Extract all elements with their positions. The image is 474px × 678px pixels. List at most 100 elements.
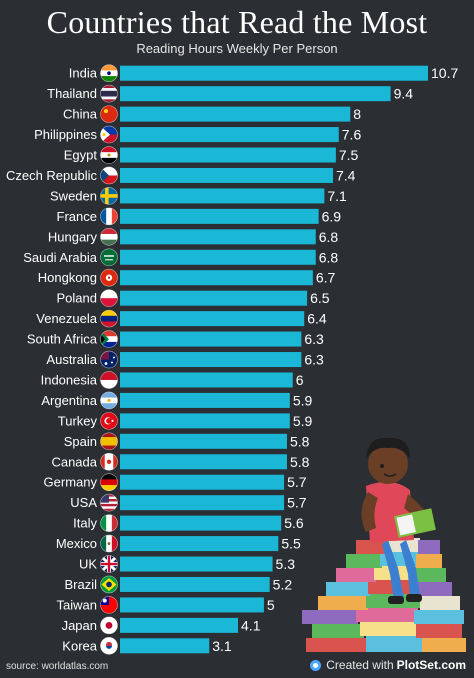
category-label: Germany [44, 475, 98, 490]
category-label: Spain [64, 434, 97, 449]
bar [120, 270, 313, 286]
value-label: 6.5 [310, 290, 330, 306]
bar-row: UK 5.3 [79, 555, 295, 573]
bar [120, 372, 293, 388]
category-label: Sweden [50, 188, 97, 203]
bar [120, 127, 339, 143]
chart-title: Countries that Read the Most [46, 4, 428, 40]
bar-row: China 8 [63, 105, 361, 123]
category-label: Taiwan [57, 597, 97, 612]
category-label: Czech Republic [6, 168, 98, 183]
flag-egypt-icon [100, 146, 118, 164]
bar-row: Czech Republic 7.4 [6, 166, 356, 185]
credit-prefix: Created with [326, 658, 394, 672]
value-label: 5.8 [290, 454, 310, 470]
value-label: 7.6 [342, 127, 362, 143]
value-label: 5.9 [293, 413, 313, 429]
bar [120, 352, 302, 368]
reading-child-illustration [302, 437, 466, 652]
bar [120, 249, 316, 265]
value-label: 6.4 [307, 311, 327, 327]
flag-india-icon [100, 64, 118, 83]
plotset-logo-icon [310, 659, 322, 671]
category-label: India [69, 66, 98, 81]
bar [120, 536, 279, 552]
flag-hongkong-icon [100, 268, 118, 287]
category-label: Egypt [64, 148, 98, 163]
flag-indonesia-icon [100, 371, 118, 389]
flag-japan-icon [100, 616, 118, 635]
bar-row: France 6.9 [57, 207, 341, 226]
bar [120, 576, 270, 592]
bar-chart: India 10.7 Thailand 9.4 China 8 Philippines 7.6… [6, 64, 458, 655]
bar [120, 392, 290, 408]
value-label: 6.3 [304, 352, 324, 368]
bar [120, 556, 273, 572]
bar-row: Saudi Arabia 6.8 [23, 248, 338, 267]
flag-venezuela-icon [100, 309, 118, 328]
flag-uk-icon [100, 555, 118, 573]
flag-poland-icon [100, 289, 118, 307]
category-label: Brazil [64, 577, 97, 592]
bar-row: Indonesia 6 [41, 371, 304, 389]
bar-row: Sweden 7.1 [50, 187, 347, 205]
category-label: China [63, 107, 98, 122]
category-label: South Africa [27, 332, 98, 347]
flag-hungary-icon [100, 228, 118, 246]
value-label: 5.8 [290, 433, 310, 449]
category-label: Poland [57, 291, 97, 306]
category-label: Venezuela [36, 311, 97, 326]
bar [120, 617, 239, 633]
bar-row: Italy 5.6 [73, 514, 304, 532]
category-label: Australia [46, 352, 97, 367]
bar [120, 638, 210, 654]
flag-spain-icon [100, 432, 118, 451]
value-label: 6 [296, 372, 304, 388]
bar-row: Mexico 5.5 [56, 534, 301, 553]
flag-germany-icon [100, 473, 118, 492]
value-label: 5.6 [284, 515, 304, 531]
bar-row: Taiwan 5 [57, 596, 275, 614]
bar-row: USA 5.7 [70, 493, 307, 512]
bar [120, 495, 285, 511]
bar [120, 311, 305, 327]
bar-row: Hungary 6.8 [48, 228, 339, 246]
flag-sweden-icon [100, 187, 118, 205]
value-label: 6.8 [319, 229, 339, 245]
bar [120, 65, 428, 81]
value-label: 6.3 [304, 331, 324, 347]
flag-mexico-icon [100, 534, 118, 553]
bar [120, 413, 290, 429]
flag-italy-icon [100, 514, 118, 532]
category-label: Philippines [34, 127, 97, 142]
value-label: 6.7 [316, 270, 336, 286]
value-label: 7.4 [336, 167, 356, 183]
bar-row: Korea 3.1 [62, 637, 232, 655]
category-label: Saudi Arabia [23, 250, 97, 265]
bar-row: Hongkong 6.7 [38, 268, 336, 287]
flag-australia-icon [100, 350, 118, 369]
category-label: USA [70, 495, 97, 510]
chart-subtitle: Reading Hours Weekly Per Person [136, 41, 338, 56]
flag-france-icon [100, 207, 118, 226]
bar-row: Canada 5.8 [51, 452, 310, 471]
flag-turkey-icon [100, 412, 118, 430]
bar-row: Spain 5.8 [64, 432, 310, 451]
bar [120, 474, 285, 490]
bar-row: Japan 4.1 [62, 616, 261, 635]
value-label: 5 [267, 597, 275, 613]
flag-usa-icon [100, 493, 118, 512]
value-label: 7.1 [327, 188, 347, 204]
bar [120, 208, 319, 224]
value-label: 7.5 [339, 147, 359, 163]
bar-row: Turkey 5.9 [58, 412, 313, 430]
category-label: Canada [51, 454, 97, 469]
flag-philippines-icon [100, 125, 118, 144]
bar-row: Poland 6.5 [57, 289, 330, 307]
flag-argentina-icon [100, 391, 118, 410]
bar-row: Philippines 7.6 [34, 125, 362, 144]
category-label: Mexico [56, 536, 97, 551]
category-label: Argentina [41, 393, 97, 408]
bar [120, 331, 302, 347]
flag-korea-icon [100, 637, 118, 655]
